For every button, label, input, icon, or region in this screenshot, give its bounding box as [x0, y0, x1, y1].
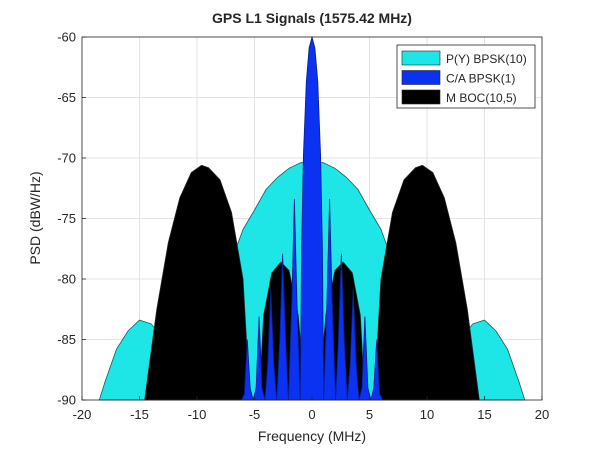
- y-tick-label: -85: [57, 332, 76, 347]
- x-tick-label: -5: [249, 407, 261, 422]
- legend-label: M BOC(10,5): [446, 91, 517, 105]
- legend-label: P(Y) BPSK(10): [446, 52, 527, 66]
- x-tick-label: 10: [420, 407, 434, 422]
- y-tick-label: -60: [57, 30, 76, 45]
- x-axis-label: Frequency (MHz): [258, 428, 366, 444]
- x-tick-label: 5: [366, 407, 373, 422]
- y-tick-label: -90: [57, 393, 76, 408]
- ticks: -20 -15 -10 -5 0 5 10 15 20 -60 -65 -70 -75 -80 -85 -90: [57, 30, 549, 423]
- x-tick-label: -10: [188, 407, 207, 422]
- x-tick-label: -15: [130, 407, 149, 422]
- legend-label: C/A BPSK(1): [446, 72, 515, 86]
- area-c-a-bpsk-1: [241, 35, 383, 401]
- x-tick-label: 15: [477, 407, 491, 422]
- x-tick-label: -20: [73, 407, 92, 422]
- legend-swatch: [401, 89, 441, 105]
- legend-swatch: [401, 50, 441, 66]
- y-tick-label: -65: [57, 90, 76, 105]
- chart-title: GPS L1 Signals (1575.42 MHz): [212, 10, 412, 26]
- series-areas: [98, 35, 526, 401]
- y-tick-label: -75: [57, 211, 76, 226]
- y-tick-label: -80: [57, 272, 76, 287]
- x-tick-label: 0: [308, 407, 315, 422]
- legend: P(Y) BPSK(10) C/A BPSK(1) M BOC(10,5): [396, 44, 536, 109]
- y-axis-label: PSD (dBW/Hz): [27, 171, 43, 264]
- legend-swatch: [401, 70, 441, 85]
- x-tick-label: 20: [535, 407, 549, 422]
- y-tick-label: -70: [57, 151, 76, 166]
